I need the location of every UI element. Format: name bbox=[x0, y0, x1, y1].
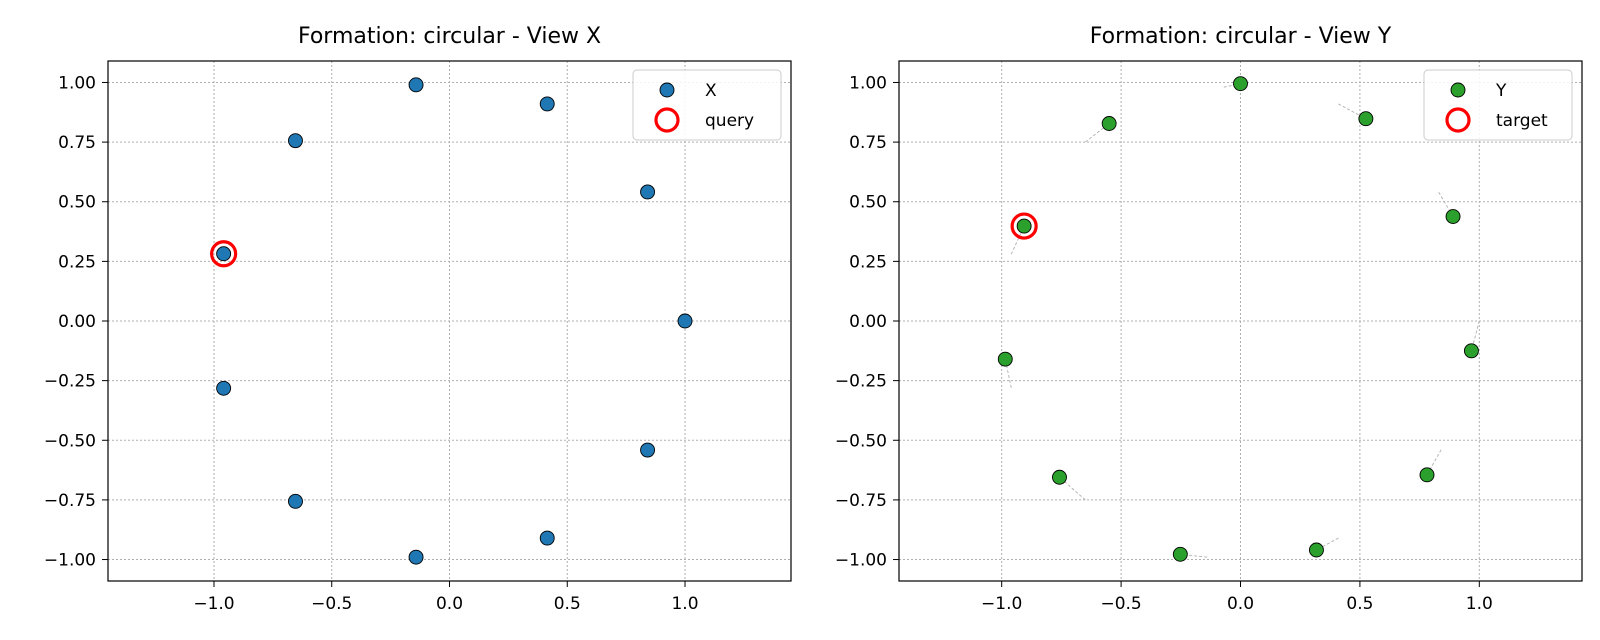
y-tick-label: −0.50 bbox=[44, 431, 96, 451]
y-tick-label: 0.75 bbox=[849, 133, 887, 153]
x-tick-label: 0.0 bbox=[436, 594, 463, 614]
scatter-point bbox=[640, 184, 656, 200]
chart-title: Formation: circular - View X bbox=[298, 24, 601, 49]
highlight-ring bbox=[210, 240, 238, 268]
scatter-point bbox=[539, 96, 555, 112]
y-tick-label: 0.75 bbox=[58, 133, 96, 153]
scatter-point bbox=[1016, 218, 1032, 234]
scatter-point bbox=[408, 549, 424, 565]
scatter-point bbox=[1101, 116, 1117, 131]
scatter-point bbox=[1419, 467, 1435, 483]
scatter-point bbox=[1358, 111, 1374, 127]
scatter-point bbox=[1233, 76, 1248, 92]
connector-line bbox=[1223, 83, 1241, 88]
y-tick-label: 0.00 bbox=[849, 312, 887, 332]
y-tick-label: 0.50 bbox=[849, 193, 887, 213]
connector-line bbox=[1059, 476, 1086, 501]
scatter-point bbox=[408, 77, 424, 93]
scatter-point bbox=[1308, 542, 1324, 558]
scatter-point bbox=[677, 313, 693, 329]
legend-marker-series bbox=[1450, 82, 1466, 98]
scatter-point bbox=[216, 380, 232, 396]
legend-label-series: Y bbox=[1495, 81, 1507, 101]
legend-label-series: X bbox=[705, 81, 717, 101]
scatter-point bbox=[1052, 469, 1067, 485]
legend-label-highlight: target bbox=[1496, 111, 1548, 131]
scatter-point bbox=[1463, 343, 1479, 359]
scatter-point bbox=[1445, 209, 1461, 224]
x-tick-label: 0.0 bbox=[1227, 594, 1254, 614]
y-tick-label: −0.75 bbox=[835, 491, 887, 511]
x-tick-label: −0.5 bbox=[311, 594, 352, 614]
legend-marker-series bbox=[659, 82, 675, 98]
chart-panel-1: −1.0 −0.5 0.0 0.5 1.0 1.00 0.75 0.50 0.25 0.00 −0.… bbox=[835, 24, 1583, 614]
scatter-point bbox=[640, 442, 656, 458]
y-tick-label: −0.25 bbox=[835, 372, 887, 392]
scatter-point bbox=[288, 133, 303, 149]
chart-panel-0: −1.0 −0.5 0.0 0.5 1.0 1.00 0.75 0.50 0.25 0.00 −0.… bbox=[44, 24, 792, 614]
y-tick-label: 0.25 bbox=[58, 252, 96, 272]
y-tick-label: 1.00 bbox=[849, 73, 887, 93]
x-tick-label: 0.5 bbox=[554, 594, 581, 614]
x-tick-label: 1.0 bbox=[671, 594, 698, 614]
scatter-point bbox=[997, 351, 1013, 367]
chart-title: Formation: circular - View Y bbox=[1090, 24, 1392, 49]
x-tick-label: −0.5 bbox=[1100, 594, 1141, 614]
x-tick-label: −1.0 bbox=[193, 594, 234, 614]
y-tick-label: −1.00 bbox=[835, 551, 887, 571]
legend-marker-highlight bbox=[654, 107, 680, 133]
y-tick-label: −0.25 bbox=[44, 372, 96, 392]
y-tick-label: −1.00 bbox=[44, 551, 96, 571]
scatter-point bbox=[288, 493, 303, 509]
legend-label-highlight: query bbox=[705, 111, 754, 131]
x-tick-label: −1.0 bbox=[981, 594, 1022, 614]
x-tick-label: 1.0 bbox=[1466, 594, 1493, 614]
y-tick-label: −0.50 bbox=[835, 431, 887, 451]
x-tick-label: 0.5 bbox=[1346, 594, 1373, 614]
y-tick-label: 0.00 bbox=[58, 312, 96, 332]
legend-marker-highlight bbox=[1445, 107, 1471, 133]
scatter-point bbox=[539, 530, 555, 546]
y-tick-label: 1.00 bbox=[58, 73, 96, 93]
y-tick-label: 0.50 bbox=[58, 193, 96, 213]
y-tick-label: 0.25 bbox=[849, 252, 887, 272]
y-tick-label: −0.75 bbox=[44, 491, 96, 511]
scatter-point bbox=[1172, 546, 1188, 562]
highlight-ring bbox=[1010, 212, 1038, 240]
scatter-point bbox=[216, 246, 232, 262]
